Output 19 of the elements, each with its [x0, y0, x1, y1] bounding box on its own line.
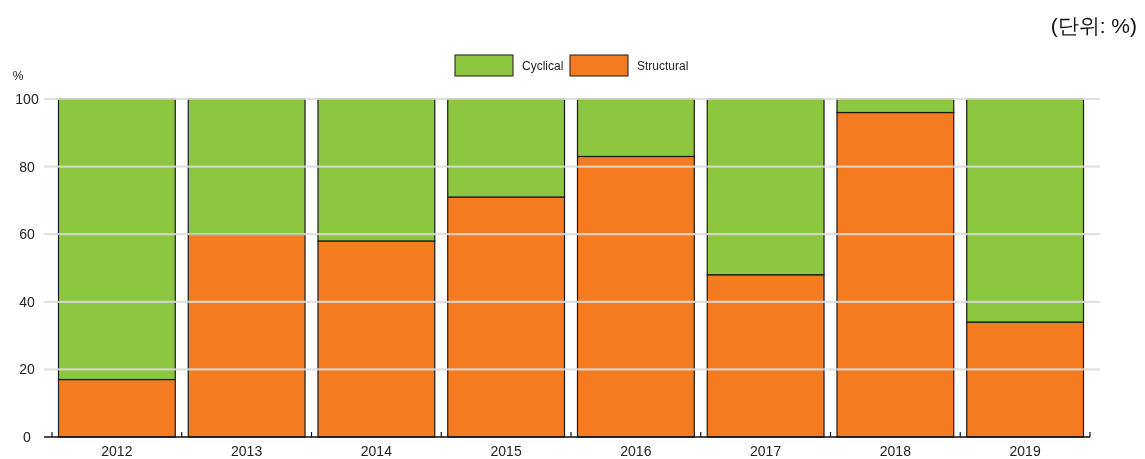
x-tick-label: 2013 — [231, 443, 263, 459]
y-tick-label: 40 — [19, 293, 35, 310]
legend-label: Structural — [637, 59, 689, 73]
text: (단위: %) — [1050, 14, 1137, 37]
y-axis-title: % — [12, 69, 24, 83]
y-tick-label: 60 — [19, 226, 35, 243]
x-tick-label: 2019 — [1009, 443, 1041, 459]
x-tick-label: 2017 — [750, 443, 782, 459]
x-tick-label: 2018 — [879, 443, 912, 459]
x-tick-label: 2014 — [360, 443, 393, 459]
bar — [187, 98, 306, 235]
y-tick-label: 0 — [23, 428, 32, 445]
x-tick-label: 2016 — [620, 443, 652, 459]
y-tick-label: 20 — [19, 361, 35, 378]
legend-label: Cyclical — [522, 59, 564, 73]
x-tick-label: 2012 — [101, 443, 133, 459]
x-tick-label: 2015 — [490, 443, 522, 459]
y-tick-label: 100 — [15, 90, 39, 107]
y-tick-label: 80 — [19, 158, 35, 175]
